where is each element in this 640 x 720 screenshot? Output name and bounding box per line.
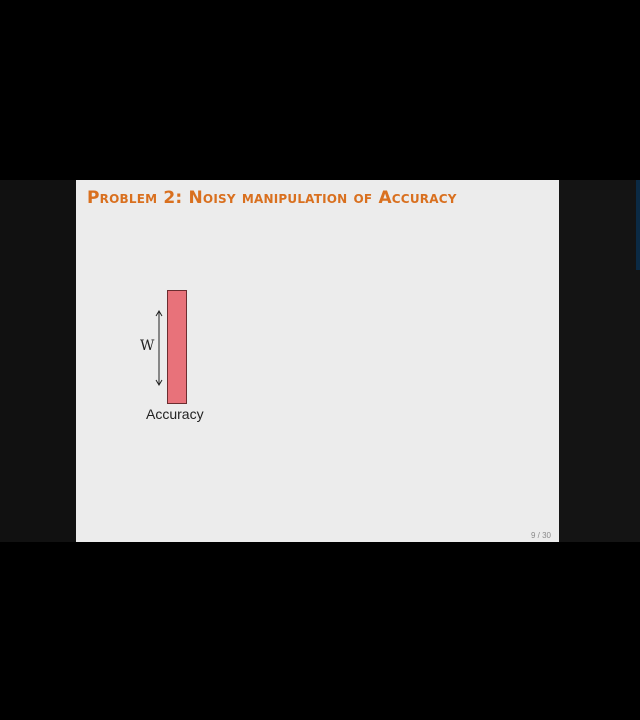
accuracy-figure: W Accuracy (136, 288, 216, 428)
right-letterbox (559, 180, 640, 542)
double-arrow-icon (155, 310, 163, 386)
presentation-slide: Problem 2: Noisy manipulation of Accurac… (76, 180, 559, 542)
left-letterbox (0, 180, 76, 542)
accuracy-bar (167, 290, 187, 404)
slide-title: Problem 2: Noisy manipulation of Accurac… (87, 188, 457, 208)
right-edge-accent (636, 180, 640, 270)
page-number: 9 / 30 (530, 531, 551, 540)
accuracy-label: Accuracy (146, 406, 204, 422)
w-label: W (140, 338, 155, 354)
